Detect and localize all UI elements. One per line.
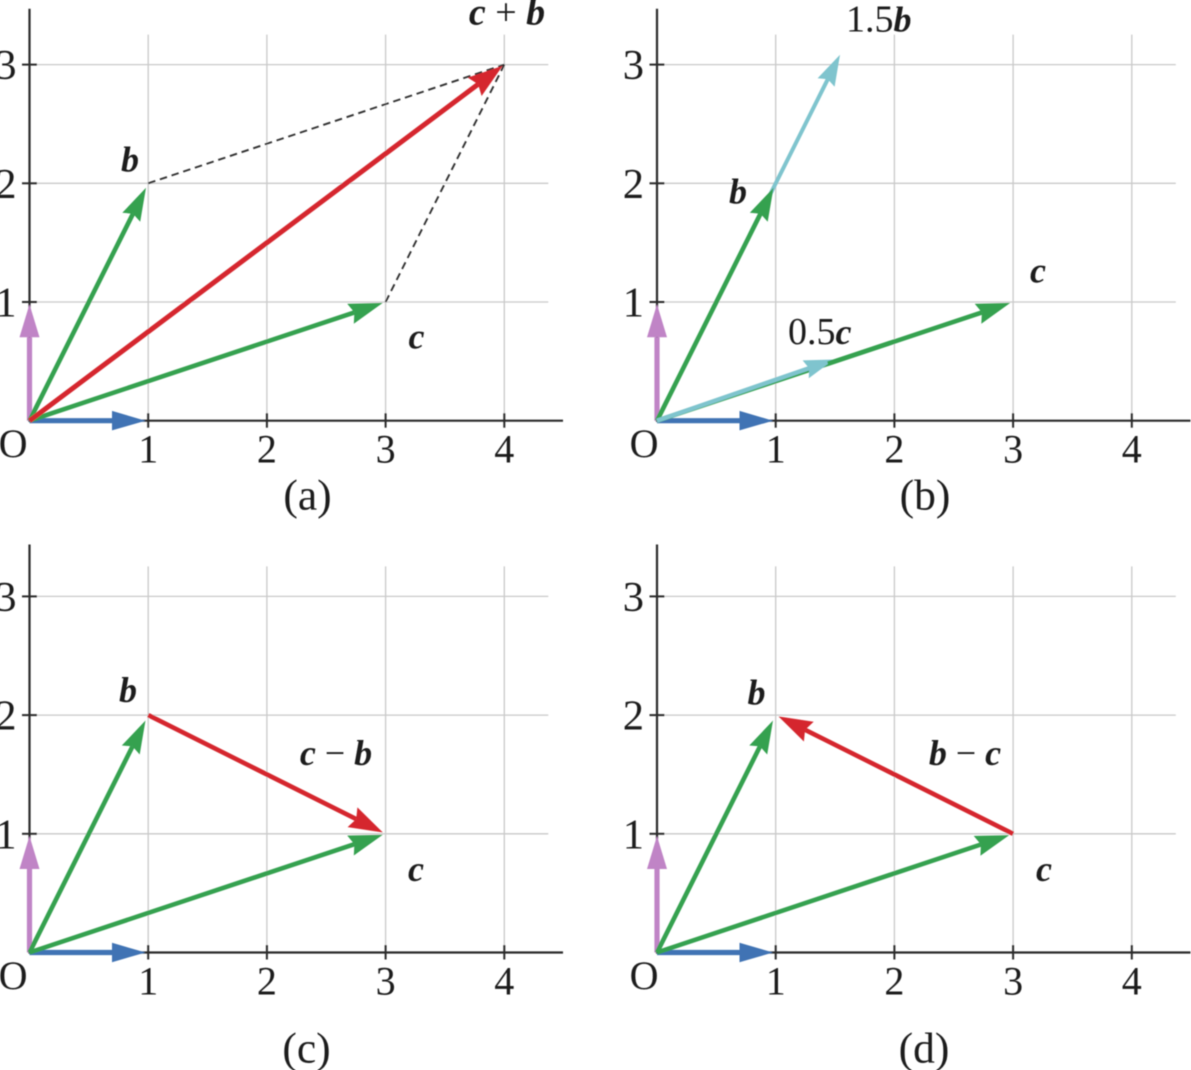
svg-text:3: 3 [376, 958, 396, 1003]
svg-text:1: 1 [623, 280, 644, 327]
svg-text:(a): (a) [283, 472, 331, 520]
svg-text:O: O [630, 953, 659, 998]
svg-text:b − c: b − c [929, 733, 1001, 773]
svg-text:4: 4 [494, 427, 514, 472]
svg-text:2: 2 [0, 161, 17, 208]
svg-text:b: b [748, 673, 766, 713]
svg-text:2: 2 [884, 427, 904, 472]
svg-text:3: 3 [376, 427, 396, 472]
svg-text:3: 3 [1003, 958, 1023, 1003]
svg-text:1.5b: 1.5b [846, 0, 912, 41]
svg-text:2: 2 [884, 958, 904, 1003]
svg-text:(b): (b) [900, 472, 951, 520]
svg-text:c + b: c + b [469, 0, 545, 34]
svg-text:0.5c: 0.5c [788, 311, 852, 353]
svg-text:4: 4 [494, 958, 514, 1003]
svg-text:2: 2 [257, 427, 277, 472]
svg-text:4: 4 [1122, 427, 1142, 472]
svg-text:1: 1 [766, 958, 786, 1003]
svg-text:(c): (c) [282, 1025, 330, 1070]
svg-text:c: c [409, 317, 425, 357]
svg-text:3: 3 [0, 42, 17, 89]
svg-text:(d): (d) [899, 1025, 950, 1070]
svg-text:2: 2 [257, 958, 277, 1003]
svg-text:O: O [0, 953, 28, 998]
svg-text:b: b [121, 140, 139, 180]
svg-text:1: 1 [623, 811, 644, 858]
svg-text:c: c [1036, 849, 1052, 889]
svg-text:2: 2 [623, 693, 644, 740]
svg-text:2: 2 [0, 693, 17, 740]
svg-text:1: 1 [0, 811, 17, 858]
svg-text:3: 3 [0, 574, 17, 621]
svg-text:b: b [729, 172, 747, 212]
svg-text:O: O [630, 421, 659, 466]
svg-text:1: 1 [0, 280, 17, 327]
svg-text:c − b: c − b [300, 733, 372, 773]
svg-text:3: 3 [1003, 427, 1023, 472]
svg-text:b: b [119, 670, 137, 710]
svg-text:3: 3 [623, 574, 644, 621]
svg-text:1: 1 [766, 427, 786, 472]
svg-text:3: 3 [623, 42, 644, 89]
svg-text:2: 2 [623, 161, 644, 208]
svg-text:O: O [0, 421, 28, 466]
svg-text:1: 1 [138, 427, 158, 472]
svg-text:c: c [408, 849, 424, 889]
svg-text:c: c [1030, 251, 1046, 291]
svg-text:1: 1 [138, 958, 158, 1003]
svg-text:4: 4 [1122, 958, 1142, 1003]
